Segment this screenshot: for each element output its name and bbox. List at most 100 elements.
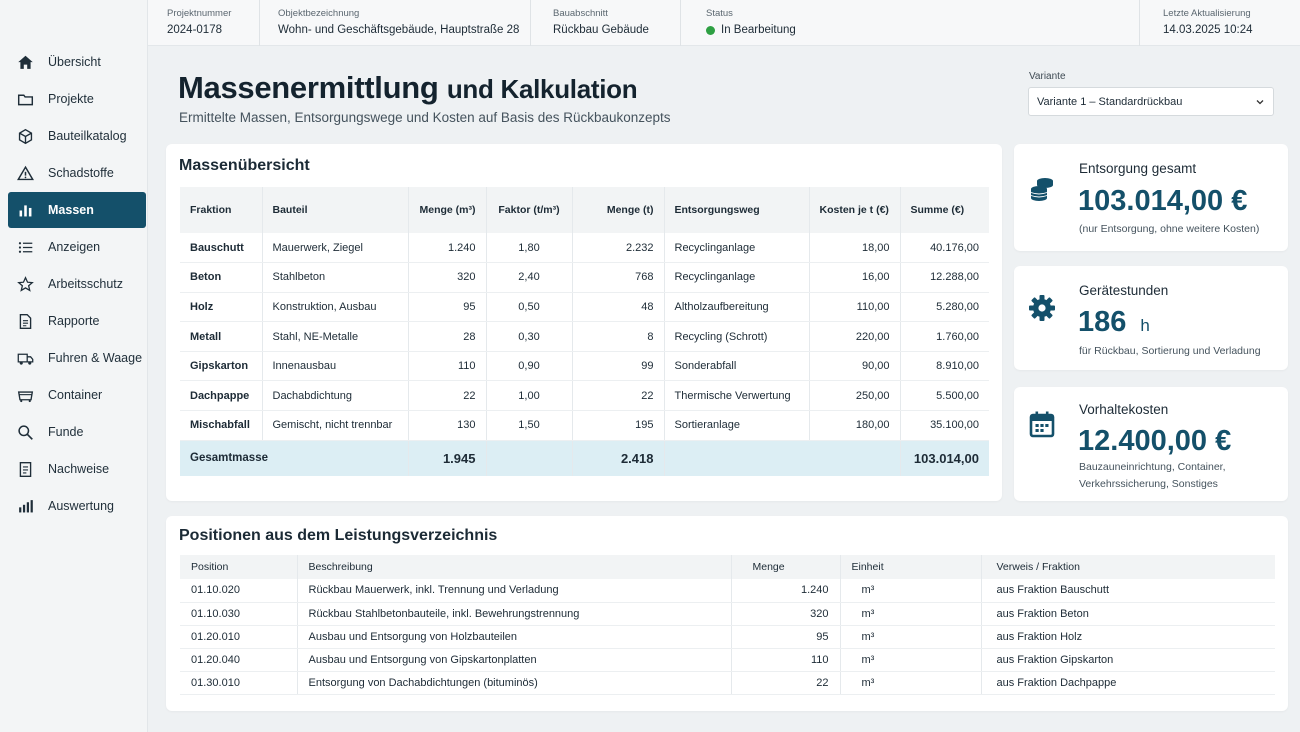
sidebar-item-schadstoffe[interactable]: Schadstoffe bbox=[8, 155, 146, 191]
folder-icon bbox=[16, 90, 34, 108]
sidebar-item-label: Container bbox=[48, 388, 103, 402]
col-einheit: Einheit bbox=[839, 555, 981, 579]
col-kosten-je-t: Kosten je t (€) bbox=[808, 187, 900, 233]
construction-section: Bauabschnitt Rückbau Gebäude bbox=[530, 0, 649, 46]
total-empty bbox=[485, 440, 572, 477]
sidebar-item-label: Rapporte bbox=[48, 314, 100, 328]
table-cell: Ausbau und Entsorgung von Holzbauteilen bbox=[296, 625, 731, 650]
table-cell: 16,00 bbox=[808, 262, 900, 293]
table-cell: m³ bbox=[839, 625, 981, 650]
table-cell: 95 bbox=[730, 625, 840, 650]
status-indicator bbox=[706, 25, 715, 35]
checklist-icon bbox=[16, 460, 34, 478]
table-cell: 1,00 bbox=[485, 380, 572, 412]
table-cell: 0,90 bbox=[485, 351, 572, 382]
sidebar-item-bauteilkatalog[interactable]: Bauteilkatalog bbox=[8, 118, 146, 154]
total-row: Gesamtmasse 1.945 2.418 103.014,00 bbox=[180, 440, 989, 477]
table-cell: 2.232 bbox=[571, 233, 664, 264]
col-summe: Summe (€) bbox=[899, 187, 989, 233]
table-cell: m³ bbox=[839, 579, 981, 603]
fraction-cell: Metall bbox=[180, 321, 262, 352]
kpi-disposal-title: Entsorgung gesamt bbox=[1079, 161, 1197, 176]
mass-overview-card: Massenübersicht Fraktion Bauteil Menge (… bbox=[166, 144, 1002, 501]
table-row: 01.20.040 Ausbau und Entsorgung von Gipsk… bbox=[180, 648, 1275, 673]
sidebar-item-rapporte[interactable]: Rapporte bbox=[8, 303, 146, 339]
kpi-hours-value: 186 h bbox=[1078, 306, 1150, 338]
table-cell: 40.176,00 bbox=[899, 233, 989, 264]
sidebar-item-label: Nachweise bbox=[48, 462, 110, 476]
table-cell: 1.760,00 bbox=[899, 321, 989, 352]
project-status: Status In Bearbeitung bbox=[680, 0, 796, 46]
sidebar-item-auswertung[interactable]: Auswertung bbox=[8, 488, 146, 524]
sidebar-item-arbeitsschutz[interactable]: Arbeitsschutz bbox=[8, 266, 146, 302]
cube-icon bbox=[16, 127, 34, 145]
col-menge-t: Menge (t) bbox=[571, 187, 664, 233]
fraction-cell: Dachpappe bbox=[180, 380, 262, 412]
total-sum: 103.014,00 bbox=[899, 440, 989, 477]
calendar-icon bbox=[1028, 410, 1056, 438]
table-cell: aus Fraktion Holz bbox=[980, 625, 1275, 650]
table-cell: 180,00 bbox=[808, 410, 900, 441]
table-row: Dachpappe Dachabdichtung 22 1,00 22 Thermisch… bbox=[180, 380, 989, 412]
kpi-hours-card: Gerätestunden 186 h für Rückbau, Sortieru… bbox=[1014, 266, 1288, 370]
sidebar-item-label: Projekte bbox=[48, 92, 94, 106]
sidebar-item-anzeigen[interactable]: Anzeigen bbox=[8, 229, 146, 265]
sidebar-item-label: Bauteilkatalog bbox=[48, 129, 127, 143]
table-cell: aus Fraktion Beton bbox=[980, 602, 1275, 626]
document-icon bbox=[16, 312, 34, 330]
sidebar-item-nachweise[interactable]: Nachweise bbox=[8, 451, 146, 487]
lv-title: Positionen aus dem Leistungsverzeichnis bbox=[179, 527, 498, 544]
project-number: Projektnummer 2024-0178 bbox=[167, 8, 232, 36]
table-cell: 01.20.010 bbox=[180, 625, 297, 650]
sidebar-item-label: Übersicht bbox=[48, 55, 101, 69]
table-cell: m³ bbox=[839, 648, 981, 673]
table-cell: Recyclinganlage bbox=[663, 233, 809, 264]
col-position: Position bbox=[180, 555, 297, 579]
sidebar-item-fuhren-waage[interactable]: Fuhren & Waage bbox=[8, 340, 146, 376]
sidebar-item-label: Arbeitsschutz bbox=[48, 277, 124, 291]
sidebar-item-projekte[interactable]: Projekte bbox=[8, 81, 146, 117]
page-subtitle: Ermittelte Massen, Entsorgungswege und K… bbox=[179, 110, 671, 125]
chevron-down-icon bbox=[1255, 97, 1265, 107]
sidebar-item-label: Funde bbox=[48, 425, 84, 439]
container-icon bbox=[16, 386, 34, 404]
table-cell: aus Fraktion Dachpappe bbox=[980, 671, 1275, 696]
sidebar-item-massen[interactable]: Massen bbox=[8, 192, 146, 228]
table-cell: 320 bbox=[730, 602, 840, 626]
table-cell: 0,50 bbox=[485, 292, 572, 323]
kpi-holding-title: Vorhaltekosten bbox=[1079, 402, 1169, 417]
table-cell: Ausbau und Entsorgung von Gipskartonplat… bbox=[296, 648, 731, 673]
table-row: Bauschutt Mauerwerk, Ziegel 1.240 1,80 2.232… bbox=[180, 233, 989, 264]
variant-select[interactable]: Variante 1 – Standardrückbau bbox=[1028, 87, 1274, 116]
table-cell: 8 bbox=[571, 321, 664, 352]
col-beschreibung: Beschreibung bbox=[296, 555, 731, 579]
status-text: In Bearbeitung bbox=[721, 24, 796, 36]
total-t: 2.418 bbox=[571, 440, 664, 477]
table-cell: 22 bbox=[730, 671, 840, 696]
kpi-holding-card: Vorhaltekosten 12.400,00 € Bauzauneinric… bbox=[1014, 387, 1288, 501]
table-cell: 22 bbox=[407, 380, 486, 412]
fraction-cell: Beton bbox=[180, 262, 262, 293]
project-info-bar: Projektnummer 2024-0178 Objektbezeichnun… bbox=[148, 0, 1300, 46]
table-cell: 01.30.010 bbox=[180, 671, 297, 696]
col-faktor: Faktor (t/m³) bbox=[485, 187, 572, 233]
table-cell: m³ bbox=[839, 671, 981, 696]
table-row: Beton Stahlbeton 320 2,40 768 Recyclinganlage… bbox=[180, 262, 989, 293]
sidebar-item-container[interactable]: Container bbox=[8, 377, 146, 413]
sidebar-item-funde[interactable]: Funde bbox=[8, 414, 146, 450]
table-cell: 250,00 bbox=[808, 380, 900, 412]
table-cell: Gemischt, nicht trennbar bbox=[261, 410, 408, 441]
table-cell: 195 bbox=[571, 410, 664, 441]
col-verweis: Verweis / Fraktion bbox=[980, 555, 1275, 579]
table-row: Metall Stahl, NE-Metalle 28 0,30 8 Recycling … bbox=[180, 321, 989, 352]
table-cell: 110 bbox=[407, 351, 486, 382]
lv-table: Position Beschreibung Menge Einheit Verw… bbox=[180, 555, 1275, 696]
table-cell: 1,50 bbox=[485, 410, 572, 441]
fraction-cell: Gipskarton bbox=[180, 351, 262, 382]
table-cell: 110,00 bbox=[808, 292, 900, 323]
fraction-cell: Bauschutt bbox=[180, 233, 262, 264]
sidebar-item-uebersicht[interactable]: Übersicht bbox=[8, 44, 146, 80]
warning-icon bbox=[16, 164, 34, 182]
star-icon bbox=[16, 275, 34, 293]
table-cell: 130 bbox=[407, 410, 486, 441]
